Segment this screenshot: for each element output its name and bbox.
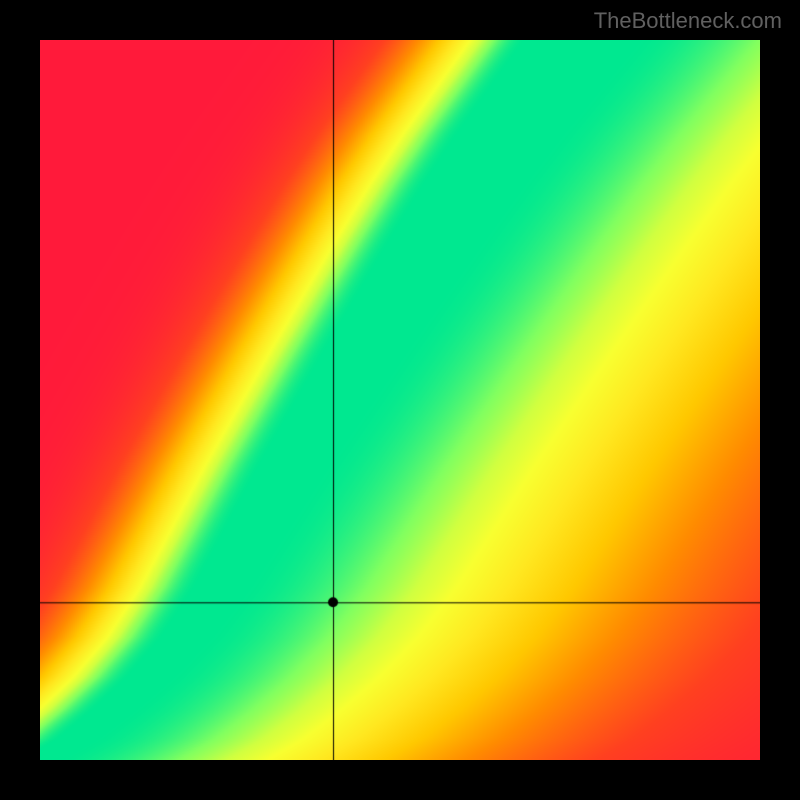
watermark-text: TheBottleneck.com: [594, 8, 782, 34]
chart-container: TheBottleneck.com: [0, 0, 800, 800]
heatmap-canvas: [40, 40, 760, 760]
